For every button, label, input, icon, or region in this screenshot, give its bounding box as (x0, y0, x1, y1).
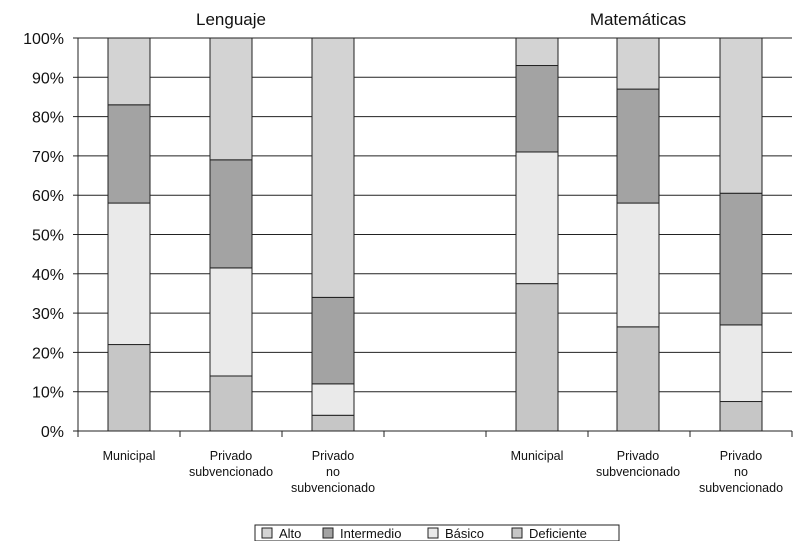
bar-segment-deficiente (107, 344, 151, 432)
bar-segment-bsico (209, 267, 253, 377)
bar-segment-deficiente (616, 326, 660, 432)
bar-segment-bsico (515, 151, 559, 285)
bar-segment-alto (616, 37, 660, 90)
y-tick-labels: 0% 10% 20% 30% 40% 50% 60% 70% 80% 90% 100% (23, 31, 64, 441)
bar-segment-alto (515, 37, 559, 67)
legend-label: Alto (279, 526, 301, 541)
bar-segment-bsico (719, 324, 763, 403)
group-title: Matemáticas (590, 10, 686, 29)
bar-segment-intermedio (616, 88, 660, 204)
bar-segment-intermedio (311, 296, 355, 385)
y-tick-label: 90% (32, 70, 64, 87)
legend-swatch-alto (261, 527, 273, 539)
bar-segment-bsico (107, 202, 151, 346)
y-tick-label: 80% (32, 110, 64, 127)
group-titles: Lenguaje Matemáticas (196, 10, 686, 29)
legend-swatch-deficiente (511, 527, 523, 539)
legend-label: Básico (445, 526, 484, 541)
y-tick-label: 10% (32, 385, 64, 402)
x-tick-label: Municipal (511, 449, 564, 463)
y-tick-label: 100% (23, 31, 64, 48)
axes (73, 37, 793, 437)
x-tick-labels: Municipal Privado subvencionado Privado no su… (103, 449, 783, 495)
group-title: Lenguaje (196, 10, 266, 29)
bar-segment-intermedio (209, 159, 253, 269)
y-tick-label: 0% (41, 424, 64, 441)
bar-segment-alto (107, 37, 151, 106)
x-tick-label: Privado subvencionado (189, 449, 273, 479)
bar-segment-deficiente (209, 375, 253, 432)
y-tick-label: 30% (32, 306, 64, 323)
y-tick-label: 70% (32, 149, 64, 166)
bar-segment-bsico (616, 202, 660, 328)
bar-segment-deficiente (311, 414, 355, 432)
x-tick-label: Privado no subvencionado (291, 449, 375, 495)
y-tick-label: 20% (32, 345, 64, 362)
bar-segment-intermedio (719, 192, 763, 326)
bar-segment-intermedio (107, 104, 151, 204)
bar-segment-bsico (311, 383, 355, 416)
x-tick-label: Privado no subvencionado (699, 449, 783, 495)
y-tick-label: 60% (32, 188, 64, 205)
x-tick-label: Privado subvencionado (596, 449, 680, 479)
bar-segment-alto (311, 37, 355, 298)
legend-label: Deficiente (529, 526, 587, 541)
legend-swatch-intermedio (322, 527, 334, 539)
legend-label: Intermedio (340, 526, 401, 541)
y-tick-label: 40% (32, 267, 64, 284)
bars (107, 37, 763, 432)
x-tick-label: Municipal (103, 449, 156, 463)
legend: Alto Intermedio Básico Deficiente (254, 524, 620, 541)
bar-segment-intermedio (515, 65, 559, 153)
legend-swatch-bsico (427, 527, 439, 539)
grid-lines (78, 37, 792, 393)
bar-segment-deficiente (719, 401, 763, 432)
bar-segment-alto (719, 37, 763, 194)
bar-segment-alto (209, 37, 253, 161)
bar-segment-deficiente (515, 283, 559, 432)
y-tick-label: 50% (32, 228, 64, 245)
